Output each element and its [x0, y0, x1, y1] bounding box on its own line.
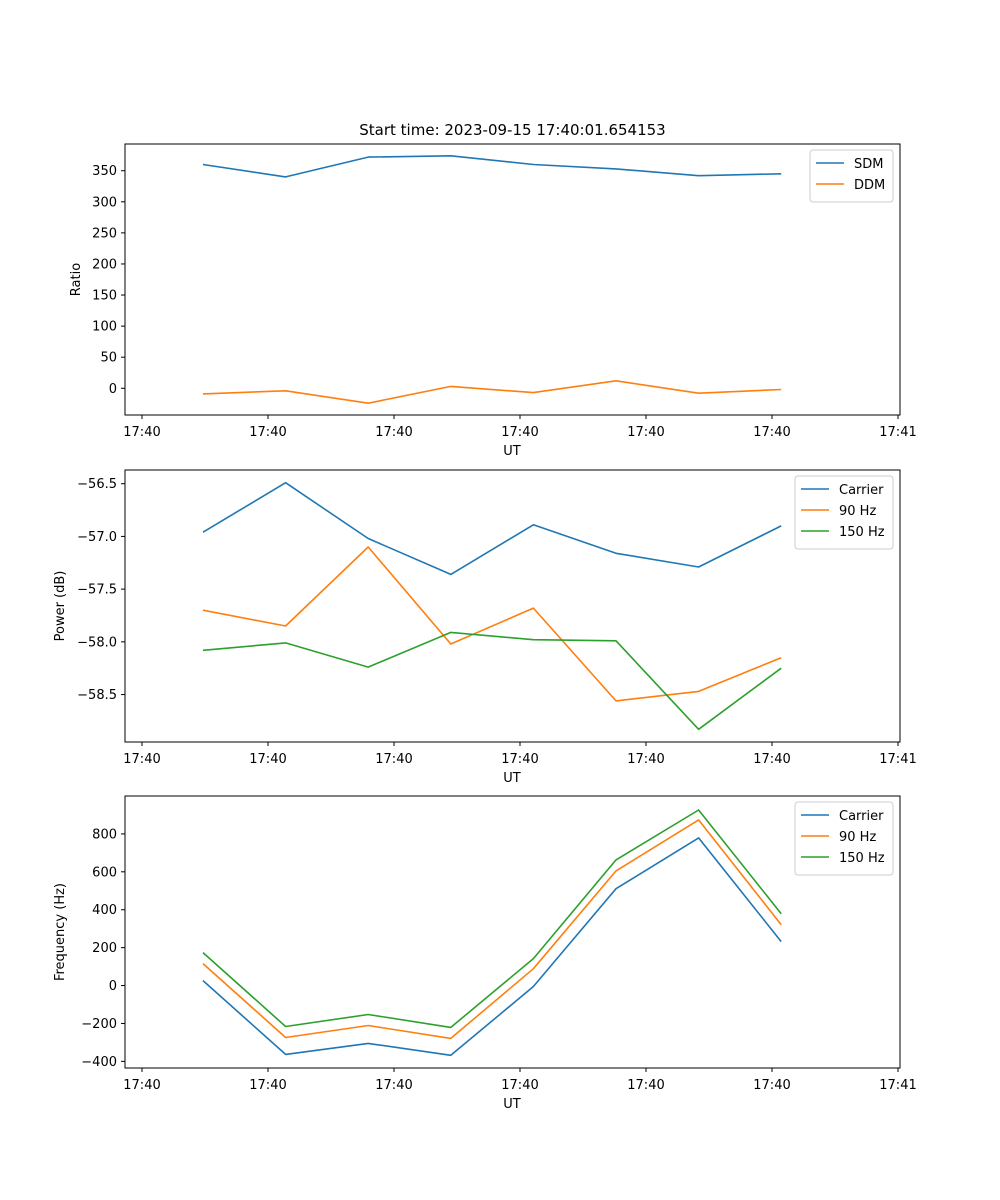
x-tick-label: 17:40 [123, 752, 160, 767]
y-tick-label: −57.0 [77, 530, 117, 545]
chart-title: Start time: 2023-09-15 17:40:01.654153 [359, 121, 665, 139]
y-tick-label: 600 [92, 865, 117, 880]
series-line-carrier [202, 481, 782, 576]
y-tick-label: 800 [92, 827, 117, 842]
y-tick-label: 300 [92, 195, 117, 210]
y-tick-label: 200 [92, 257, 117, 272]
x-tick-label: 17:40 [375, 425, 412, 440]
x-tick-label: 17:40 [249, 752, 286, 767]
y-tick-label: −56.5 [77, 477, 117, 492]
y-tick-label: 350 [92, 164, 117, 179]
y-tick-label: 200 [92, 941, 117, 956]
y-axis-label: Power (dB) [53, 571, 68, 642]
series-line-150-hz [202, 809, 782, 1029]
x-tick-label: 17:40 [627, 1078, 664, 1093]
x-tick-label: 17:40 [501, 425, 538, 440]
y-tick-label: 0 [109, 979, 117, 994]
axes-frame-3 [124, 795, 901, 1069]
y-tick-label: −57.5 [77, 583, 117, 598]
axes-frame-2 [124, 469, 901, 743]
series-line-90-hz [202, 819, 782, 1040]
y-tick-label: −400 [81, 1055, 117, 1070]
y-axis-label: Ratio [69, 263, 84, 296]
x-tick-label: 17:40 [627, 752, 664, 767]
x-tick-label: 17:40 [501, 752, 538, 767]
x-tick-label: 17:40 [249, 1078, 286, 1093]
legend-label: 150 Hz [839, 525, 885, 540]
legend-label: 150 Hz [839, 851, 885, 866]
y-tick-label: −58.0 [77, 635, 117, 650]
y-tick-label: 100 [92, 320, 117, 335]
y-axis-label: Frequency (Hz) [53, 883, 68, 981]
series-line-90-hz [202, 546, 782, 702]
y-tick-label: 400 [92, 903, 117, 918]
x-tick-label: 17:41 [879, 1078, 916, 1093]
x-tick-label: 17:40 [123, 425, 160, 440]
y-tick-label: 50 [100, 351, 117, 366]
x-tick-label: 17:41 [879, 425, 916, 440]
x-tick-label: 17:40 [753, 425, 790, 440]
x-axis-label: UT [503, 444, 521, 459]
x-tick-label: 17:40 [501, 1078, 538, 1093]
x-axis-label: UT [503, 771, 521, 786]
y-tick-label: 0 [109, 382, 117, 397]
y-tick-label: −200 [81, 1017, 117, 1032]
x-tick-label: 17:40 [375, 752, 412, 767]
legend-label: SDM [854, 157, 883, 172]
x-tick-label: 17:40 [249, 425, 286, 440]
legend-label: 90 Hz [839, 830, 876, 845]
legend-label: Carrier [839, 809, 884, 824]
y-tick-label: −58.5 [77, 688, 117, 703]
legend-label: Carrier [839, 483, 884, 498]
x-axis-label: UT [503, 1097, 521, 1112]
x-tick-label: 17:40 [627, 425, 664, 440]
legend-label: 90 Hz [839, 504, 876, 519]
series-line-carrier [202, 837, 782, 1057]
x-tick-label: 17:40 [123, 1078, 160, 1093]
y-tick-label: 150 [92, 289, 117, 304]
axes-frame-1 [124, 143, 901, 416]
x-tick-label: 17:40 [375, 1078, 412, 1093]
series-line-sdm [202, 155, 782, 178]
legend-label: DDM [854, 178, 885, 193]
x-tick-label: 17:40 [753, 752, 790, 767]
x-tick-label: 17:41 [879, 752, 916, 767]
series-line-ddm [202, 379, 782, 405]
y-tick-label: 250 [92, 226, 117, 241]
x-tick-label: 17:40 [753, 1078, 790, 1093]
series-line-150-hz [202, 631, 782, 731]
